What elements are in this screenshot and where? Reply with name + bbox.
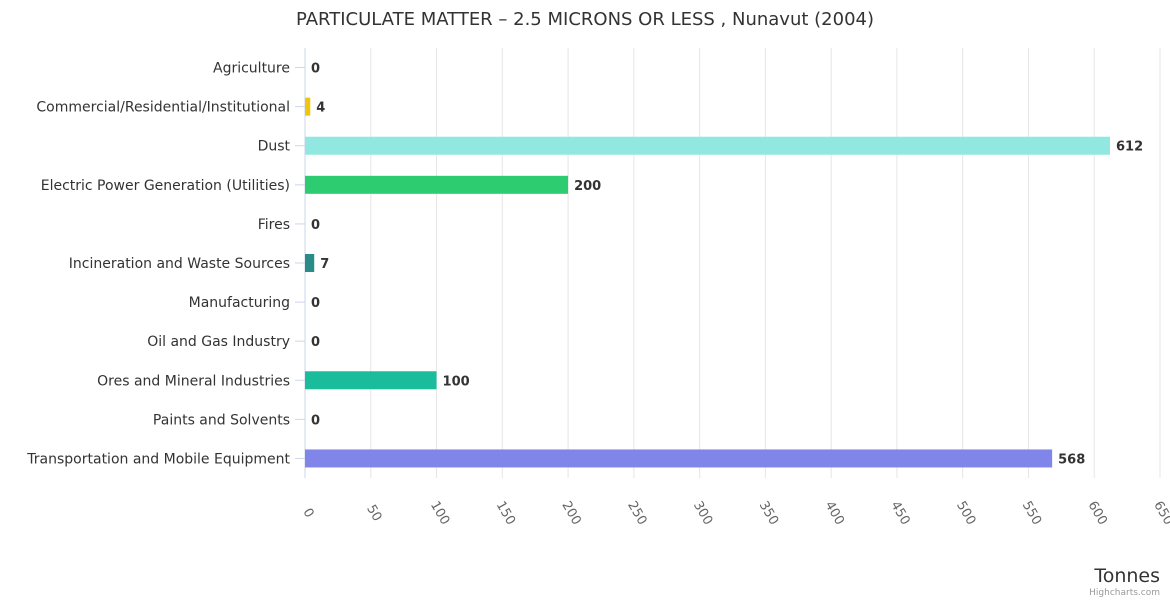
tick-label: 350 — [756, 499, 781, 528]
tick-label: 450 — [887, 499, 912, 528]
category-label: Dust — [258, 139, 291, 155]
category-label: Fires — [258, 217, 290, 233]
tick-label: 300 — [690, 499, 715, 528]
data-label: 568 — [1058, 452, 1085, 467]
bar[interactable] — [305, 371, 437, 390]
data-label: 0 — [311, 413, 320, 428]
credits-link[interactable]: Highcharts.com — [1089, 588, 1160, 598]
category-label: Manufacturing — [189, 295, 290, 311]
category-label: Ores and Mineral Industries — [97, 373, 290, 389]
bar[interactable] — [305, 254, 315, 272]
data-label: 612 — [1116, 140, 1143, 155]
category-axis: Agriculture Commercial/Residential/Instit… — [26, 61, 305, 467]
data-label: 200 — [574, 179, 601, 194]
tick-label: 150 — [493, 499, 518, 528]
chart-title: PARTICULATE MATTER – 2.5 MICRONS OR LESS… — [296, 9, 874, 30]
bar[interactable] — [305, 449, 1053, 468]
data-label: 4 — [316, 101, 325, 116]
data-label: 0 — [311, 296, 320, 311]
bar-series — [305, 97, 1111, 468]
category-label: Oil and Gas Industry — [147, 334, 290, 350]
value-axis-title: Tonnes — [1093, 565, 1160, 587]
tick-label: 550 — [1019, 499, 1044, 528]
tick-label: 0 — [299, 506, 316, 521]
value-axis: 0 50 100 150 200 250 300 350 400 450 500 550 600 650 — [299, 499, 1170, 528]
category-label: Transportation and Mobile Equipment — [26, 451, 290, 467]
tick-label: 250 — [624, 499, 649, 528]
data-label: 0 — [311, 62, 320, 77]
data-label: 7 — [320, 257, 329, 272]
bar[interactable] — [305, 136, 1111, 155]
tick-label: 200 — [558, 499, 583, 528]
category-label: Electric Power Generation (Utilities) — [41, 178, 290, 194]
category-label: Agriculture — [213, 61, 290, 77]
tick-label: 600 — [1085, 499, 1110, 528]
gridlines — [370, 48, 1161, 478]
tick-label: 100 — [427, 499, 452, 528]
tick-label: 650 — [1150, 499, 1170, 528]
tick-label: 500 — [953, 499, 978, 528]
bar[interactable] — [305, 175, 569, 194]
category-label: Paints and Solvents — [153, 412, 290, 428]
data-label: 100 — [443, 374, 470, 389]
tick-label: 50 — [363, 502, 384, 524]
data-labels: 0 4 612 200 0 7 0 0 100 0 568 — [311, 62, 1143, 468]
data-label: 0 — [311, 335, 320, 350]
data-label: 0 — [311, 218, 320, 233]
tick-label: 400 — [821, 499, 846, 528]
category-label: Commercial/Residential/Institutional — [36, 100, 290, 116]
bar[interactable] — [305, 97, 311, 116]
category-label: Incineration and Waste Sources — [69, 256, 290, 272]
